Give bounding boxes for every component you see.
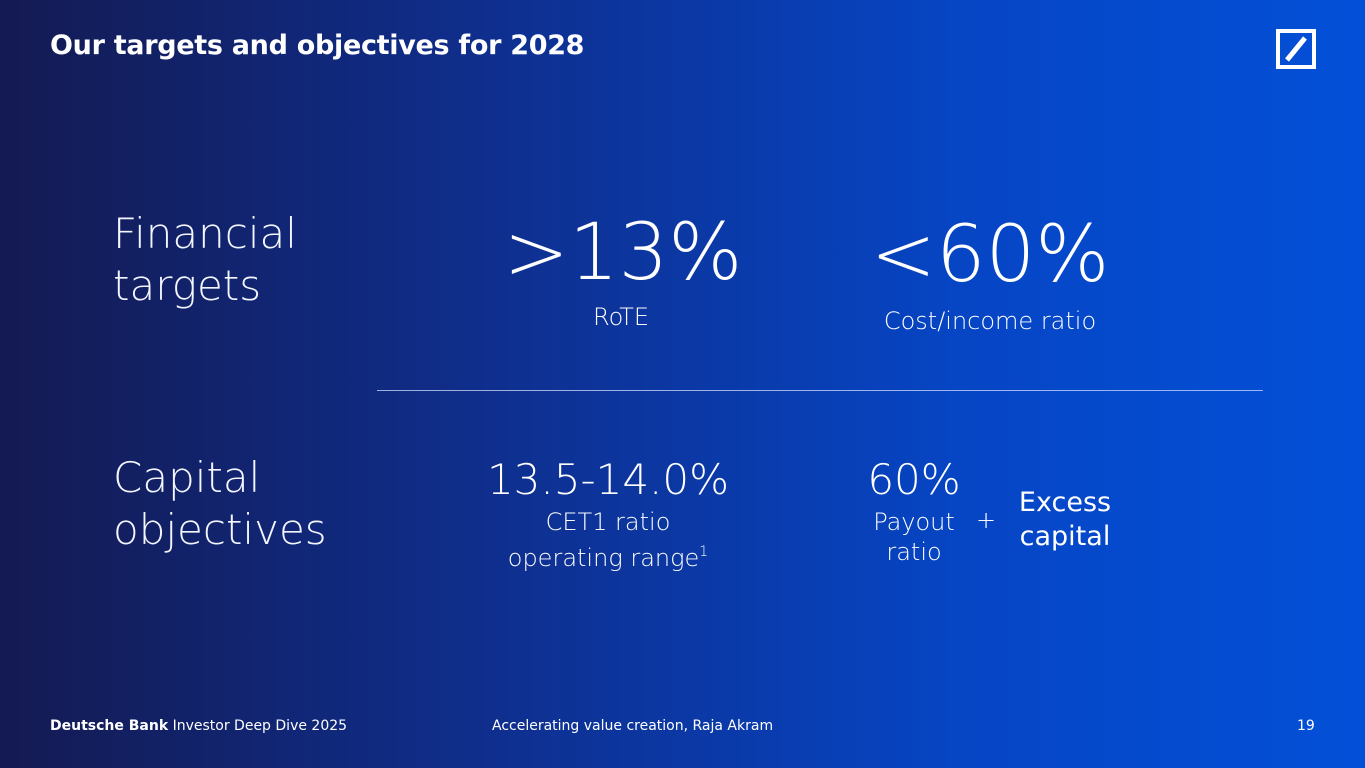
excess-line1: Excess: [1018, 487, 1112, 518]
payout-value: 60%: [867, 455, 961, 504]
cet1-value: 13.5-14.0%: [486, 455, 730, 504]
cost-income-metric: <60% Cost/income ratio: [840, 212, 1140, 336]
cet1-footnote: 1: [699, 544, 709, 560]
cet1-label-line2: operating range1: [507, 544, 709, 572]
cost-income-label: Cost/income ratio: [883, 307, 1097, 335]
section-divider: [377, 390, 1263, 391]
rote-value: >13%: [503, 208, 743, 298]
financial-targets-label: Financial targets: [113, 208, 297, 312]
deutsche-bank-logo-icon: [1276, 29, 1316, 69]
page-number: 19: [1297, 718, 1315, 734]
rote-metric: >13% RoTE: [473, 210, 773, 332]
financial-label-line2: targets: [113, 261, 262, 310]
payout-label-line2: ratio: [886, 538, 942, 566]
plus-sign: +: [976, 506, 997, 534]
payout-label-line1: Payout: [873, 508, 955, 536]
payout-metric: 60% Payout ratio: [854, 456, 974, 567]
cet1-label-line1: CET1 ratio: [545, 508, 671, 536]
excess-line2: capital: [1019, 521, 1111, 552]
capital-objectives-label: Capital objectives: [113, 452, 327, 556]
excess-capital: Excess capital: [1000, 486, 1130, 554]
cost-income-value: <60%: [870, 210, 1110, 300]
rote-label: RoTE: [592, 303, 650, 331]
page-title: Our targets and objectives for 2028: [50, 30, 585, 61]
capital-label-line1: Capital: [113, 453, 261, 502]
financial-label-line1: Financial: [113, 209, 297, 258]
footer-brand: Deutsche Bank: [50, 718, 169, 734]
footer-presentation: Accelerating value creation, Raja Akram: [492, 718, 774, 734]
footer-event: Investor Deep Dive 2025: [172, 718, 348, 734]
cet1-metric: 13.5-14.0% CET1 ratio operating range1: [458, 456, 758, 573]
footer-brand-event: Deutsche Bank Investor Deep Dive 2025: [50, 717, 347, 735]
capital-label-line2: objectives: [113, 505, 327, 554]
